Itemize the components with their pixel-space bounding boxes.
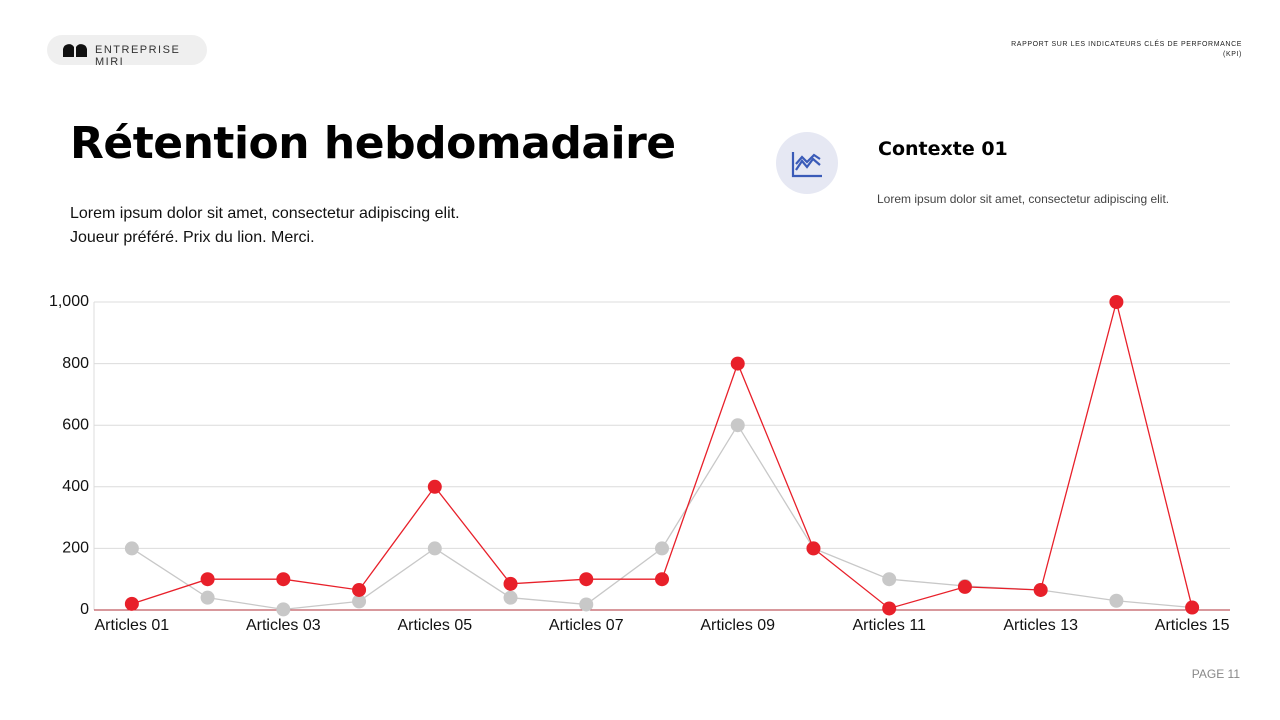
data-point <box>200 572 215 587</box>
chart: 0 200 400 600 800 1,000 Articles 01 Articles 03… <box>49 293 1230 634</box>
series-line <box>131 301 1193 610</box>
data-point <box>352 594 367 609</box>
data-point <box>503 590 518 605</box>
context-title: Contexte 01 <box>878 138 1008 160</box>
x-tick-label: Articles 11 <box>852 617 926 634</box>
y-tick-label: 0 <box>80 601 89 618</box>
data-point <box>276 602 291 617</box>
report-label: RAPPORT SUR LES INDICATEURS CLÉS DE PERF… <box>1011 41 1242 58</box>
brand-name: ENTREPRISE MIRI <box>95 44 181 68</box>
y-tick-label: 800 <box>62 355 89 372</box>
x-tick-label: Articles 05 <box>397 617 472 634</box>
body-line: Joueur préféré. Prix du lion. Merci. <box>70 229 315 246</box>
data-point <box>124 596 139 611</box>
x-tick-label: Articles 15 <box>1155 617 1230 634</box>
body-line: Lorem ipsum dolor sit amet, consectetur … <box>70 205 460 222</box>
y-tick-label: 600 <box>62 416 89 433</box>
data-point <box>1109 593 1124 608</box>
data-point <box>655 572 669 587</box>
x-tick-label: Articles 03 <box>246 617 321 634</box>
data-point <box>1033 582 1048 597</box>
y-tick-label: 1,000 <box>49 293 89 310</box>
context-text: Lorem ipsum dolor sit amet, consectetur … <box>877 192 1170 206</box>
data-point <box>882 572 897 587</box>
data-point <box>503 576 518 591</box>
data-point <box>655 541 669 556</box>
data-point <box>124 541 139 556</box>
x-tick-label: Articles 09 <box>700 617 775 634</box>
data-point <box>957 579 972 594</box>
data-point <box>427 541 442 556</box>
x-tick-label: Articles 07 <box>549 617 624 634</box>
data-point <box>579 597 594 612</box>
y-tick-label: 400 <box>62 478 89 495</box>
context-icon <box>776 132 838 194</box>
body-text: Lorem ipsum dolor sit amet, consectetur … <box>70 202 460 250</box>
data-point <box>276 572 291 587</box>
data-point <box>1185 600 1200 615</box>
data-point <box>352 582 367 597</box>
y-tick-label: 200 <box>62 540 89 557</box>
page-number: PAGE 11 <box>1191 667 1240 681</box>
slide-title: Rétention hebdomadaire <box>70 118 676 169</box>
data-point <box>730 356 745 371</box>
x-tick-label: Articles 01 <box>95 617 170 634</box>
data-point <box>579 572 594 587</box>
data-point <box>882 601 897 616</box>
x-tick-label: Articles 13 <box>1003 617 1078 634</box>
data-point <box>806 541 821 556</box>
logo <box>63 44 87 57</box>
data-point <box>427 479 442 494</box>
data-point <box>200 590 215 605</box>
brand-pill: ENTREPRISE MIRI <box>47 35 207 68</box>
data-point <box>1109 295 1124 309</box>
data-point <box>730 418 745 433</box>
